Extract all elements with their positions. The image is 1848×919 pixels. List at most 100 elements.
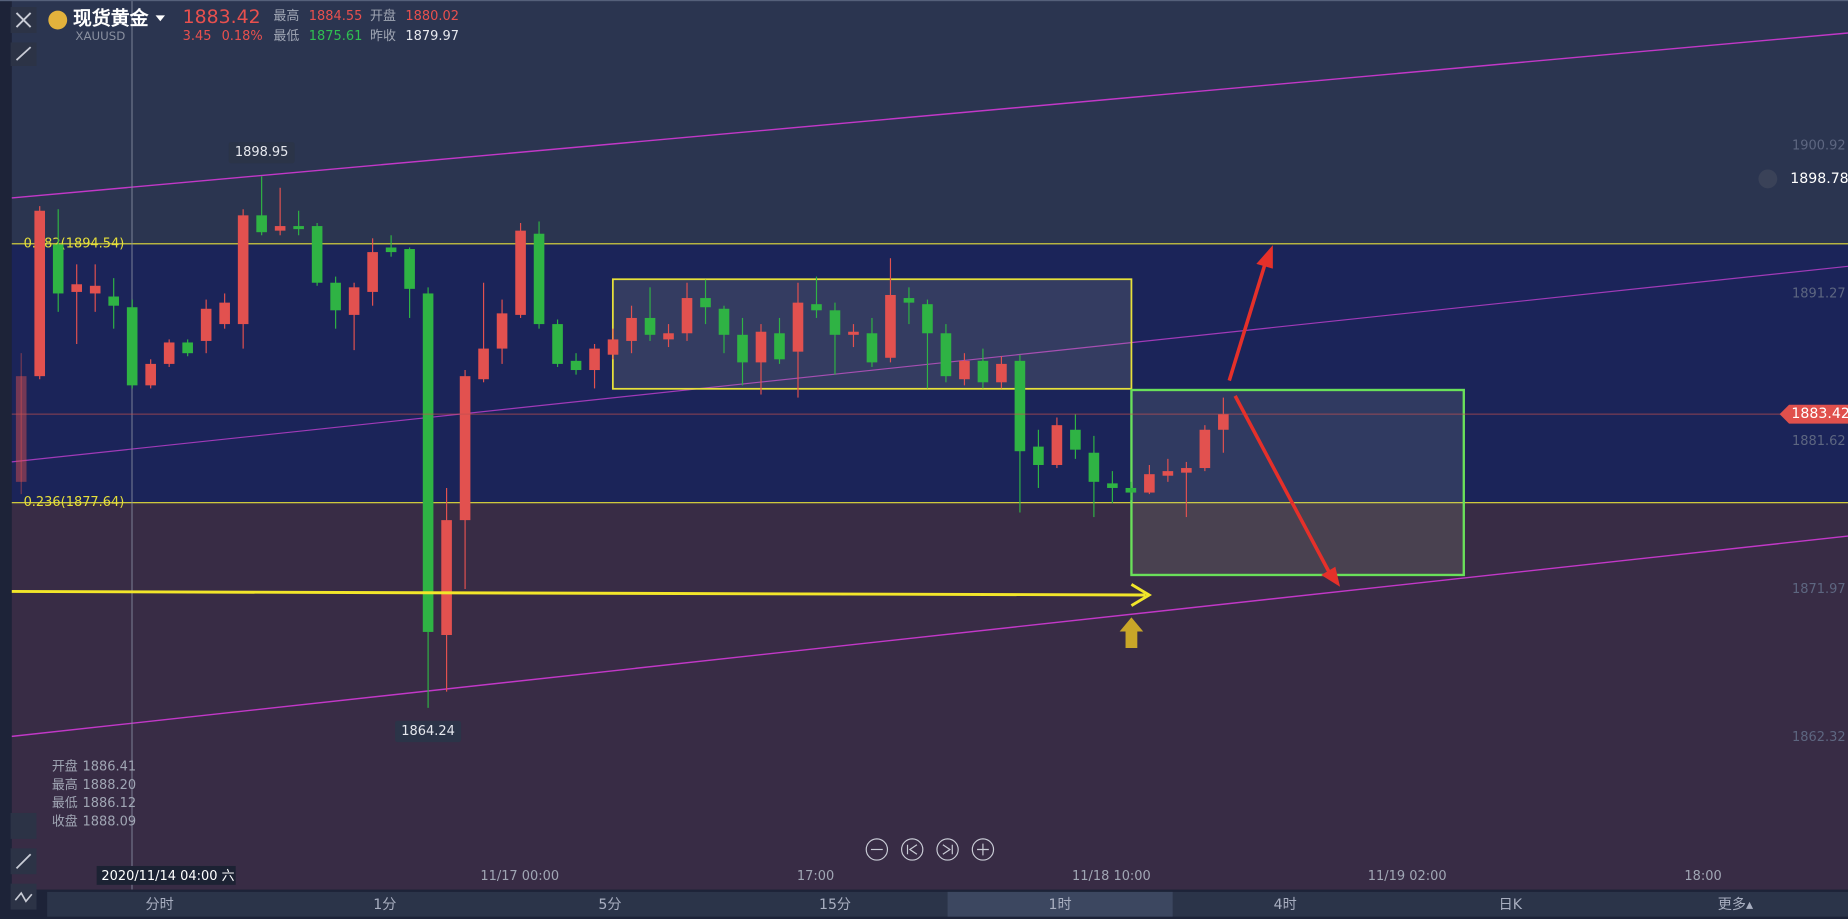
high: 1884.55 <box>309 9 363 24</box>
zone-lower <box>11 502 1848 890</box>
x-tick-label: 18:00 <box>1684 869 1721 884</box>
candle-body <box>256 215 267 233</box>
y-tick-label: 1871.97 <box>1792 582 1846 597</box>
info-label: 最低 <box>52 796 78 811</box>
candle-body <box>1014 360 1026 452</box>
candle-body <box>1070 429 1081 450</box>
candle-body <box>552 324 563 364</box>
candle-body <box>367 252 378 292</box>
low-label: 最低 <box>273 29 299 44</box>
candle-body <box>922 304 933 334</box>
candle-body <box>1125 487 1137 493</box>
callout-box <box>228 142 295 164</box>
y-tick-label: 1891.27 <box>1792 286 1846 301</box>
marker-arrow <box>1119 617 1144 649</box>
indicator-button[interactable] <box>10 812 37 839</box>
change-pct: 0.18% <box>222 29 263 44</box>
close-icon <box>15 12 32 28</box>
prev[interactable] <box>901 838 924 861</box>
tab[interactable]: 日K <box>1499 897 1523 913</box>
candle-body <box>163 342 175 364</box>
tab[interactable]: 15分 <box>819 897 851 913</box>
tab[interactable]: 1时 <box>1049 897 1072 913</box>
min-callout: 1864.24 <box>401 724 455 739</box>
support-arrow-head <box>1130 583 1152 607</box>
down-arrow-head <box>1321 566 1341 587</box>
candle-body <box>811 304 822 311</box>
y-tick-label: 1862.32 <box>1792 730 1846 745</box>
info-label: 开盘 <box>52 759 78 775</box>
low: 1875.61 <box>309 29 363 44</box>
change: 3.45 <box>183 29 212 44</box>
x-tick-label: 11/17 00:00 <box>480 869 559 884</box>
tab[interactable]: 5分 <box>598 897 621 913</box>
draw-icon <box>15 853 32 869</box>
tab[interactable]: 1分 <box>373 897 396 913</box>
tool-icon <box>15 46 32 61</box>
channel-middle <box>11 265 1848 463</box>
candle-body <box>866 333 878 363</box>
up-arrow <box>1227 261 1268 382</box>
channel-upper <box>11 32 1848 199</box>
x-tick-label: 2020/11/14 04:00 六 <box>101 869 234 884</box>
info-value: 1888.09 <box>83 814 137 829</box>
alert-label: 1898.78 <box>1790 171 1848 187</box>
crosshair-label-box <box>96 865 236 885</box>
candle-body <box>940 333 952 377</box>
channel-lower <box>11 535 1848 738</box>
tab[interactable]: 4时 <box>1274 897 1297 913</box>
zoom-in[interactable] <box>971 838 995 861</box>
candle-body <box>996 363 1007 383</box>
candle-body <box>829 310 841 335</box>
symbol[interactable]: 现货黄金 <box>73 6 149 29</box>
target-box <box>1130 388 1465 577</box>
candle-body <box>459 376 471 521</box>
candle-body <box>52 244 64 294</box>
candle-body <box>1107 483 1118 488</box>
up-arrow-head <box>1256 245 1273 269</box>
candle-body <box>626 317 637 341</box>
candle-body <box>422 293 434 632</box>
candle-body <box>385 247 397 253</box>
candle-body <box>681 298 693 334</box>
dropdown[interactable] <box>155 15 165 22</box>
candle-body <box>237 215 249 325</box>
candle-body <box>404 249 415 289</box>
x-tick-label: 17:00 <box>797 869 834 884</box>
candle-body <box>1144 474 1155 493</box>
playback-controls <box>865 838 995 861</box>
candle-body <box>848 331 859 335</box>
candle-body <box>885 294 896 358</box>
candle-body <box>34 210 46 377</box>
candle-body <box>1162 471 1174 476</box>
candle-body <box>774 333 785 360</box>
candle-body <box>755 331 767 363</box>
next[interactable] <box>936 838 959 861</box>
tab[interactable]: 更多▴ <box>1718 896 1754 913</box>
candle-body <box>737 334 748 363</box>
candle-body <box>1218 414 1229 430</box>
candle-body <box>182 342 193 354</box>
y-tick-label: 1900.92 <box>1792 139 1846 154</box>
candle-body <box>145 363 156 386</box>
candle-body <box>1051 425 1063 465</box>
candle-body <box>126 307 138 386</box>
last-price-label: 1883.42 <box>1791 406 1848 422</box>
info-value: 1888.20 <box>83 778 137 793</box>
candle-body <box>589 348 600 371</box>
candle-body <box>348 287 360 315</box>
open: 1880.02 <box>405 9 459 24</box>
icon <box>977 843 989 856</box>
x-tick-label: 11/18 10:00 <box>1072 869 1151 884</box>
max-callout: 1898.95 <box>235 145 289 160</box>
candle-body <box>89 285 101 294</box>
candle-body <box>219 302 230 325</box>
support-arrow <box>11 589 1146 597</box>
candle-body <box>959 360 970 380</box>
candle-body <box>533 233 545 325</box>
zoom-out[interactable] <box>865 838 889 861</box>
info-label: 最高 <box>52 777 78 793</box>
candle-body <box>792 302 804 352</box>
chart-icon <box>14 891 33 903</box>
tab[interactable]: 分时 <box>146 897 174 913</box>
